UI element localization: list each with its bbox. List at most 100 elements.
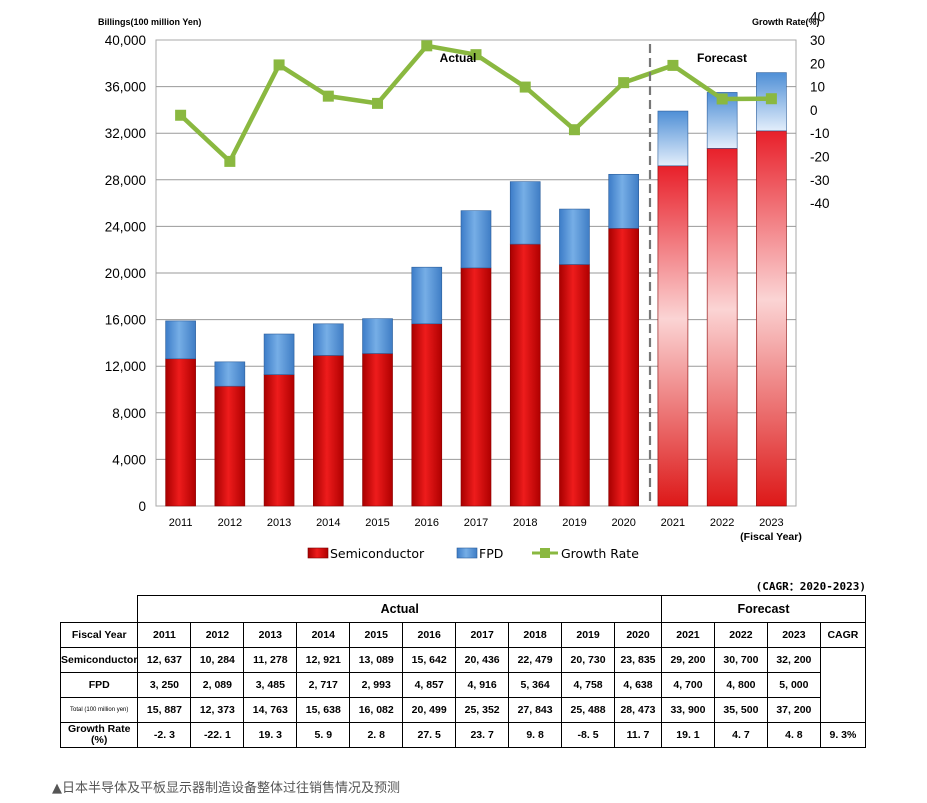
bar-fpd (411, 266, 443, 325)
growth-rate-marker (224, 155, 236, 167)
table-row-growth-rate: Growth Rate (%) -2. 3 -22. 1 19. 3 5. 9 2… (59, 722, 867, 748)
table-cell: 23. 7 (455, 722, 510, 748)
table-year: 2023 (766, 622, 821, 648)
table-group-header-row: Actual Forecast (60, 595, 867, 623)
x-tick-label: 2020 (611, 517, 635, 529)
table-cagr-value: 9. 3% (819, 722, 867, 748)
y-tick-label-left: 36,000 (105, 80, 146, 95)
y-tick-label-right: -20 (810, 150, 830, 165)
bar-semiconductor (214, 385, 246, 507)
x-tick-label: 2012 (218, 517, 242, 529)
table-cell: 4, 700 (660, 672, 715, 698)
forecast-label: Forecast (697, 51, 747, 65)
bar-fpd (509, 181, 541, 245)
table-cell: 19. 1 (660, 722, 715, 748)
legend-item-growth-rate: Growth Rate (532, 546, 639, 561)
x-tick-label: 2022 (710, 517, 734, 529)
x-tick-label: 2021 (661, 517, 685, 529)
x-tick-label: 2011 (169, 517, 193, 529)
y-tick-label-right: 30 (810, 33, 825, 48)
table-cell: 23, 835 (614, 647, 662, 673)
table-cell: 4. 7 (713, 722, 768, 748)
bar-fpd (608, 173, 639, 229)
table-cagr-empty (819, 647, 867, 723)
stacked-bar-chart: 0 4,000 8,000 12,000 16,000 20,000 24,000 28,00… (98, 10, 830, 561)
growth-rate-marker (273, 59, 285, 71)
y-tick-label-left: 28,000 (105, 173, 146, 188)
y-axis-right-title: Growth Rate(%) (752, 17, 820, 27)
table-year: 2020 (614, 622, 662, 648)
legend-label-fpd: FPD (479, 546, 503, 561)
table-cell: 11, 278 (243, 647, 298, 673)
legend-swatch-fpd (456, 547, 478, 559)
legend-label-growth-rate: Growth Rate (561, 546, 639, 561)
table-year: 2022 (713, 622, 768, 648)
figure-caption: ▲日本半导体及平板显示器制造设备整体过往销售情况及预测 (52, 781, 400, 796)
y-tick-label-left: 4,000 (112, 452, 146, 467)
table-year: 2011 (137, 622, 192, 648)
table-year: 2017 (455, 622, 510, 648)
table-cell: 15, 642 (402, 647, 457, 673)
legend-swatch-semiconductor (307, 547, 329, 559)
table-cell: 16, 082 (349, 697, 404, 723)
table-cell: 27, 843 (508, 697, 563, 723)
table-cell: 5. 9 (296, 722, 351, 748)
bar-fpd (263, 333, 295, 375)
legend-marker-growth-rate (540, 548, 550, 558)
table-cell: 4. 8 (766, 722, 821, 748)
growth-rate-marker (716, 93, 728, 105)
growth-rate-marker (618, 77, 630, 89)
bar-fpd (657, 110, 689, 167)
x-tick-label: 2014 (316, 517, 340, 529)
y-tick-label-right: -10 (810, 126, 830, 141)
table-cell: 3, 485 (243, 672, 298, 698)
table-row-total: Total (100 million yen) 15, 887 12, 373 … (59, 697, 866, 723)
table-row-label: FPD (59, 672, 139, 698)
growth-rate-marker (175, 109, 187, 121)
table-cell: 10, 284 (190, 647, 245, 673)
table-cell: -22. 1 (190, 722, 245, 748)
table-cell: 2, 993 (349, 672, 404, 698)
table-cell: 20, 499 (402, 697, 457, 723)
table-cell: 35, 500 (713, 697, 768, 723)
table-cell: 4, 916 (455, 672, 510, 698)
table-cell: 20, 730 (561, 647, 616, 673)
growth-rate-line (175, 40, 777, 167)
table-row-label: Growth Rate (%) (59, 722, 139, 748)
growth-rate-marker (372, 97, 384, 109)
y-tick-label-right: 0 (810, 103, 818, 118)
table-year: 2013 (243, 622, 298, 648)
x-tick-label: 2019 (562, 517, 586, 529)
growth-rate-marker (322, 90, 334, 102)
table-row-semiconductor: Semiconductor 12, 637 10, 284 11, 278 12… (59, 647, 867, 723)
table-cell: 2, 089 (190, 672, 245, 698)
table-years-row: Fiscal Year 2011 2012 2013 2014 2015 201… (59, 622, 867, 648)
y-tick-label-right: 10 (810, 80, 825, 95)
y-tick-label-left: 40,000 (105, 33, 146, 48)
table-year: 2012 (190, 622, 245, 648)
x-tick-label: 2015 (365, 517, 389, 529)
data-table: Actual Forecast Fiscal Year 2011 2012 20… (59, 595, 867, 748)
table-cell: 28, 473 (614, 697, 662, 723)
bar-fpd (460, 210, 492, 269)
axes: 0 4,000 8,000 12,000 16,000 20,000 24,000 28,00… (105, 10, 830, 529)
table-forecast-header: Forecast (660, 595, 867, 623)
growth-rate-marker (667, 59, 679, 71)
table-cell: 2, 717 (296, 672, 351, 698)
table-cell: 37, 200 (766, 697, 821, 723)
table-cell: 5, 364 (508, 672, 563, 698)
y-tick-label-right: -30 (810, 173, 830, 188)
y-tick-label-left: 24,000 (105, 219, 146, 234)
bar-fpd (559, 208, 590, 265)
growth-rate-label-line1: Growth Rate (68, 723, 131, 735)
bar-fpd (214, 361, 246, 387)
table-cell: 29, 200 (660, 647, 715, 673)
table-cell: 30, 700 (713, 647, 768, 673)
growth-rate-marker (519, 81, 531, 93)
table-cell: 19. 3 (243, 722, 298, 748)
growth-rate-marker (568, 124, 580, 136)
bar-semiconductor (706, 148, 738, 507)
table-year: 2015 (349, 622, 404, 648)
y-tick-label-left: 0 (138, 499, 146, 514)
growth-rate-marker (470, 49, 482, 61)
